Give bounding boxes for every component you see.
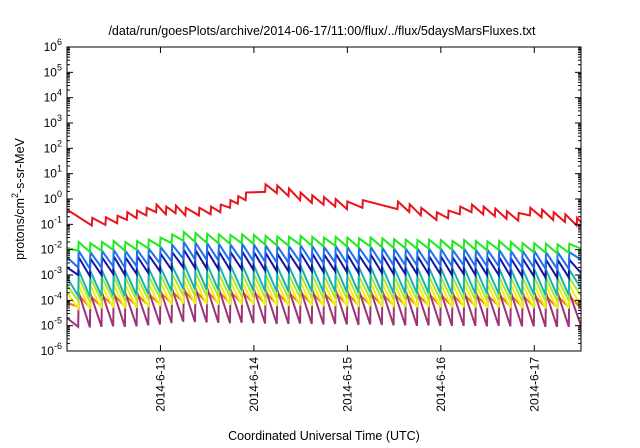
y-tick-label: 100 [44,189,62,206]
x-axis-title: Coordinated Universal Time (UTC) [228,429,420,443]
y-tick-label: 102 [44,138,62,155]
chart-title: /data/run/goesPlots/archive/2014-06-17/1… [108,24,536,38]
series-line-7 [67,229,581,256]
y-tick-label: 106 [44,37,62,54]
x-tick-label: 2014-6-13 [153,357,167,412]
series-line-4 [67,263,581,300]
x-axis: 2014-6-13 2014-6-14 2014-6-15 2014-6-16 2014… [153,47,541,412]
x-tick-label: 2014-6-16 [434,357,448,412]
y-tick-label: 103 [44,113,62,130]
y-tick-label: 10-4 [41,290,62,307]
series-line-1 [67,287,581,329]
y-tick-label: 10-1 [41,214,62,231]
y-tick-label: 10-3 [41,265,62,282]
y-axis-title: protons/cm2-s-sr-MeV [10,137,27,259]
y-tick-label: 10-5 [41,316,62,333]
x-tick-label: 2014-6-17 [527,357,541,412]
series-line-6 [67,238,581,273]
series-line-8 [67,182,581,228]
y-tick-label: 10-2 [41,240,62,257]
y-tick-label: 104 [44,88,62,105]
y-tick-label: 101 [44,164,62,181]
y-tick-label: 10-6 [41,341,62,358]
y-axis: 10-6 10-5 10-4 10-3 10-2 10-1 100 101 102 103 104 1… [41,37,581,358]
y-tick-label: 105 [44,62,62,79]
x-tick-label: 2014-6-15 [340,357,354,412]
x-tick-label: 2014-6-14 [247,357,261,412]
